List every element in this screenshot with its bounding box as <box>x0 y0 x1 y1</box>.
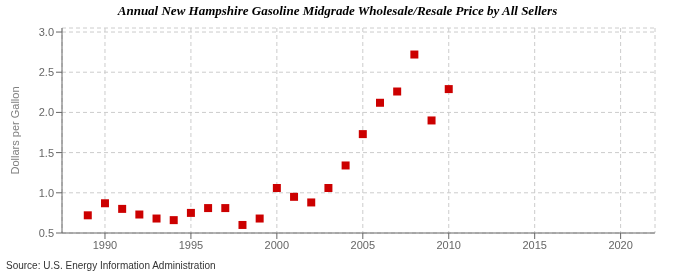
svg-text:2.0: 2.0 <box>39 106 54 118</box>
html-text:Annual New Hampshire Gasoline: Annual New Hampshire Gasoline Midgrade W… <box>117 3 558 18</box>
svg-text:0.5: 0.5 <box>39 227 54 239</box>
html-text:Source: U.S. Energy Informatio: Source: U.S. Energy Information Administ… <box>6 260 216 271</box>
svg-text:3.0: 3.0 <box>39 26 54 38</box>
svg-text:1.0: 1.0 <box>39 187 54 199</box>
svg-text:Dollars per Gallon: Dollars per Gallon <box>9 86 21 174</box>
svg-text:2.5: 2.5 <box>39 66 54 78</box>
svg-text:1.5: 1.5 <box>39 147 54 159</box>
svg-text:2015: 2015 <box>522 239 546 251</box>
svg-text:2005: 2005 <box>351 239 375 251</box>
svg-text:1990: 1990 <box>93 239 117 251</box>
svg-text:2000: 2000 <box>265 239 289 251</box>
svg-text:2020: 2020 <box>608 239 632 251</box>
svg-text:1995: 1995 <box>179 239 203 251</box>
svg-text:2010: 2010 <box>436 239 460 251</box>
